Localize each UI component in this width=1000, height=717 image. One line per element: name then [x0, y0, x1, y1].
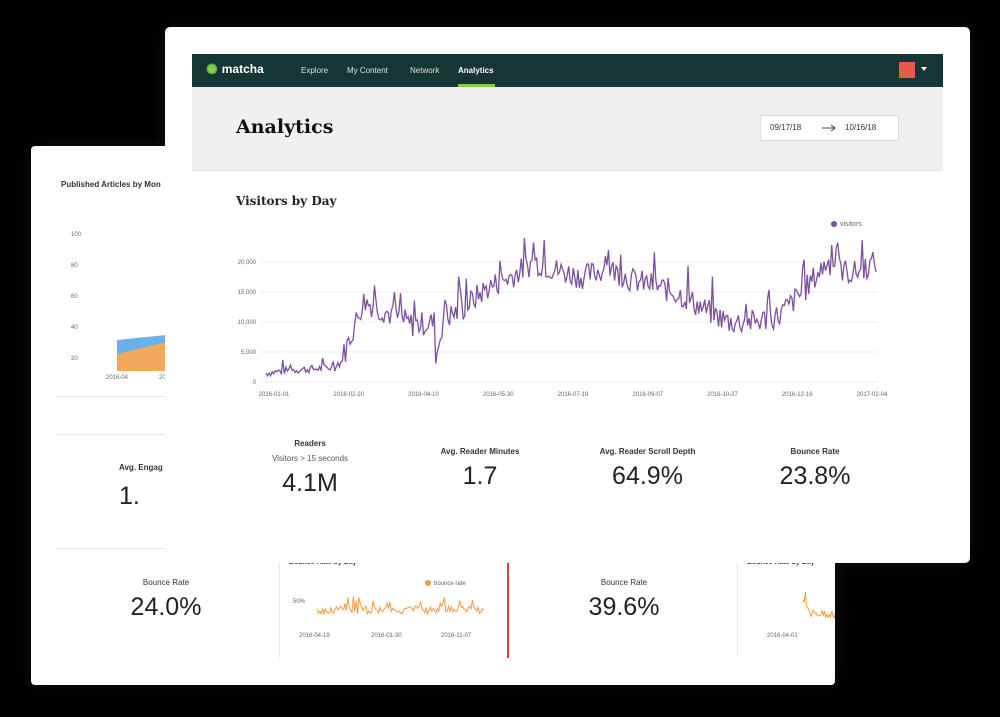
bounce-xtick-1: 2016-04-19	[299, 633, 330, 639]
engagement-label: Avg. Engag	[119, 463, 163, 472]
divider	[55, 396, 170, 397]
metric-bounce-rate: Bounce Rate 23.8%	[730, 447, 900, 491]
metric-label: Avg. Reader Minutes	[440, 447, 520, 456]
nav-explore[interactable]: Explore	[301, 66, 329, 75]
xtick: 2017-02-04	[857, 392, 888, 398]
xtick: 2016-07-19	[558, 392, 589, 398]
xtick: 2016-09-07	[632, 392, 663, 398]
bounce-rate-value: 39.6%	[588, 593, 660, 621]
legend-dot	[425, 580, 431, 586]
logo-text: matcha	[221, 62, 264, 76]
bounce-by-day-chart: bounce rate 50% 2016-04-19 2016-01-30 20…	[293, 580, 484, 639]
compare-marker	[507, 548, 509, 658]
avatar[interactable]	[899, 62, 915, 78]
bounce-xtick-2: 2016-01-30	[371, 633, 402, 639]
bounce-rate-metric-1: Bounce Rate 24.0%	[111, 578, 221, 622]
ytick: 40	[71, 325, 78, 331]
matcha-logo-icon: ✺	[206, 61, 218, 77]
bounce-rate-metric-2: Bounce Rate 39.6%	[569, 578, 679, 622]
metric-value: 64.9%	[612, 462, 683, 490]
xtick: 2016-12-16	[782, 392, 813, 398]
visitors-line	[265, 237, 877, 378]
page-header: Analytics 09/17/18 10/16/18	[192, 87, 943, 171]
visitors-by-day-chart: 20,000 15,000 10,000 5,000 0 2016-01-01 2016-…	[238, 221, 888, 398]
divider	[279, 548, 280, 658]
active-tab-indicator	[458, 84, 495, 87]
ytick: 60	[71, 294, 78, 300]
nav-analytics[interactable]: Analytics	[458, 66, 494, 75]
bounce-legend: bounce rate	[434, 581, 466, 587]
bounce-by-day-chart-2: 2016-04-01	[767, 591, 835, 639]
page-title: Analytics	[236, 116, 334, 138]
xtick: 2016-01-01	[259, 392, 290, 398]
bounce-rate-label: Bounce Rate	[142, 578, 190, 587]
metric-avg-reader-minutes: Avg. Reader Minutes 1.7	[395, 447, 565, 491]
metric-value: 23.8%	[779, 462, 851, 490]
logo[interactable]: ✺ matcha	[206, 62, 264, 76]
date-from[interactable]: 09/17/18	[770, 123, 802, 132]
xtick: 2016-02-20	[333, 392, 364, 398]
divider	[55, 434, 170, 435]
chevron-down-icon[interactable]	[921, 67, 927, 71]
metric-scroll-depth: Avg. Reader Scroll Depth 64.9%	[560, 447, 735, 491]
engagement-metric: Avg. Engag 1.	[119, 463, 163, 511]
bounce-ytick: 50%	[293, 599, 306, 605]
bounce-xtick-3: 2016-11-07	[441, 633, 472, 639]
metric-readers: Readers Visitors > 15 seconds 4.1M	[235, 439, 385, 498]
xtick: 2016-04-10	[408, 392, 439, 398]
bounce-xtick: 2016-04-01	[767, 633, 798, 639]
ytick: 100	[71, 232, 82, 238]
visitors-chart-title: Visitors by Day	[236, 194, 337, 208]
divider	[737, 548, 738, 658]
ytick: 5,000	[241, 350, 257, 356]
bounce-rate-value: 24.0%	[130, 593, 202, 621]
xtick-1: 2016-04	[106, 375, 129, 381]
ytick: 20	[71, 356, 78, 362]
xtick: 2016-10-27	[707, 392, 738, 398]
nav-my-content[interactable]: My Content	[347, 66, 388, 75]
metric-label: Avg. Reader Scroll Depth	[599, 447, 696, 456]
nav-network[interactable]: Network	[410, 66, 440, 75]
top-navigation: ✺ matcha Explore My Content Network Anal…	[192, 54, 943, 87]
metric-sub: Visitors > 15 seconds	[271, 454, 349, 463]
bounce-line	[316, 596, 484, 616]
ytick: 0	[253, 380, 257, 386]
metric-label: Readers	[294, 439, 326, 448]
metric-label: Bounce Rate	[790, 447, 840, 456]
engagement-value: 1.	[119, 482, 140, 510]
metric-value: 1.7	[462, 462, 498, 490]
ytick: 20,000	[238, 260, 257, 266]
bounce-line-2	[802, 591, 835, 620]
date-to[interactable]: 10/16/18	[845, 123, 877, 132]
date-range-picker[interactable]: 09/17/18 10/16/18	[760, 115, 899, 141]
ytick: 15,000	[238, 290, 257, 296]
ytick: 80	[71, 263, 78, 269]
bounce-rate-label: Bounce Rate	[600, 578, 648, 587]
analytics-window: ✺ matcha Explore My Content Network Anal…	[165, 27, 970, 563]
xtick: 2016-05-30	[483, 392, 514, 398]
visitors-legend: visitors	[840, 221, 862, 228]
published-articles-title: Published Articles by Mon	[61, 180, 161, 189]
arrow-right-icon	[822, 124, 836, 132]
legend-dot	[831, 221, 837, 227]
metric-value: 4.1M	[282, 469, 338, 497]
ytick: 10,000	[238, 320, 257, 326]
